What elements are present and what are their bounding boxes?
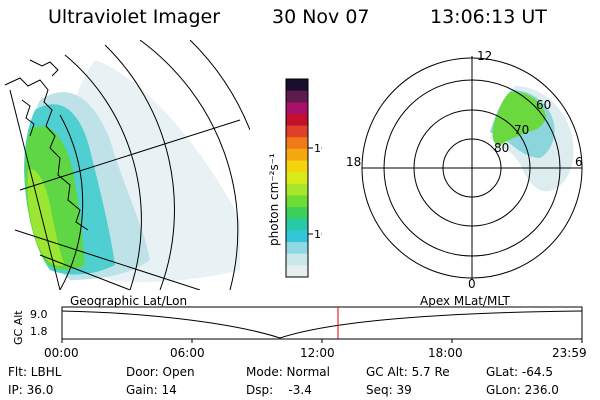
- mlt-label-6: 6: [575, 155, 583, 169]
- geographic-map: [4, 40, 250, 290]
- colorbar-stripe: [286, 265, 308, 278]
- colorbar-stripe: [286, 148, 308, 162]
- mlt-label-0: 0: [468, 277, 476, 291]
- timeline-frame: [61, 306, 583, 340]
- colorbar-label-10: 10: [314, 228, 322, 241]
- coastline: [4, 77, 89, 231]
- altitude-curve: [61, 310, 583, 339]
- colorbar-stripe: [286, 183, 308, 196]
- mlt-label-12: 12: [477, 49, 492, 63]
- timeline-ylabel-bottom: 1.8: [30, 325, 48, 338]
- info-glon: GLon: 236.0: [486, 383, 559, 397]
- info-seq: Seq: 39: [366, 383, 412, 397]
- colorbar-frame: [285, 78, 309, 278]
- mlat-label-80: 80: [494, 141, 509, 155]
- time-label: 13:06:13 UT: [430, 6, 547, 28]
- colorbar-stripe: [286, 137, 308, 150]
- coastline-north: [29, 59, 59, 77]
- colorbar-stripe: [286, 218, 308, 231]
- colorbar-stripe: [286, 125, 308, 138]
- colorbar-stripe: [286, 253, 308, 266]
- lat-arc-1: [59, 114, 84, 290]
- lon-line-4: [9, 89, 61, 290]
- time-tick-1200: 12:00: [300, 346, 335, 360]
- altitude-timeline: GC Alt 9.0 1.8: [12, 306, 583, 345]
- colorbar-stripe: [286, 207, 308, 220]
- info-ip: IP: 36.0: [8, 383, 54, 397]
- polar-plot: 12 18 0 6 60 70 80: [346, 49, 583, 291]
- lon-line-1: [19, 119, 241, 191]
- info-door: Door: Open: [126, 365, 195, 379]
- colorbar-stripe: [286, 90, 308, 103]
- colorbar: 100 10 photon cm⁻²s⁻¹: [267, 78, 322, 278]
- lat-arc-5: [189, 40, 250, 131]
- colorbar-stripe: [286, 113, 308, 127]
- colorbar-stripe: [286, 172, 308, 185]
- info-glat: GLat: -64.5: [486, 365, 553, 379]
- time-tick-0600: 06:00: [170, 346, 205, 360]
- time-tick-2359: 23:59: [552, 346, 587, 360]
- info-gain: Gain: 14: [126, 383, 177, 397]
- date-label: 30 Nov 07: [272, 6, 370, 28]
- mlat-label-70: 70: [514, 123, 529, 137]
- coastline-inner: [21, 99, 35, 137]
- mlt-label-18: 18: [346, 155, 361, 169]
- timeline-ylabel-top: 9.0: [30, 308, 48, 321]
- lat-arc-4: [139, 40, 239, 290]
- colorbar-stripe: [286, 195, 308, 208]
- info-gc-alt: GC Alt: 5.7 Re: [366, 365, 450, 379]
- time-tick-0000: 00:00: [44, 346, 79, 360]
- lon-line-3: [39, 254, 131, 290]
- colorbar-stripe: [286, 230, 308, 243]
- colorbar-label-100: 100: [314, 142, 322, 155]
- colorbar-stripe: [286, 242, 308, 255]
- colorbar-stripe: [286, 102, 308, 115]
- colorbar-stripe: [286, 160, 308, 173]
- info-flt: Flt: LBHL: [8, 365, 62, 379]
- time-tick-1800: 18:00: [428, 346, 463, 360]
- lon-line-2: [14, 229, 201, 290]
- apex-label: Apex MLat/MLT: [420, 294, 510, 308]
- timeline-axis-title: GC Alt: [12, 310, 25, 345]
- instrument-title: Ultraviolet Imager: [48, 6, 221, 28]
- colorbar-unit-label: photon cm⁻²s⁻¹: [267, 153, 281, 246]
- info-mode: Mode: Normal: [246, 365, 330, 379]
- polar-green-emission: [492, 91, 546, 146]
- yellowgreen-emission: [27, 169, 65, 266]
- lat-arc-3: [104, 44, 175, 290]
- colorbar-stripe: [286, 79, 308, 92]
- geographic-label: Geographic Lat/Lon: [70, 294, 188, 308]
- lat-arc-2: [64, 54, 142, 290]
- mlat-label-60: 60: [536, 98, 551, 112]
- info-dsp: Dsp: -3.4: [246, 383, 312, 397]
